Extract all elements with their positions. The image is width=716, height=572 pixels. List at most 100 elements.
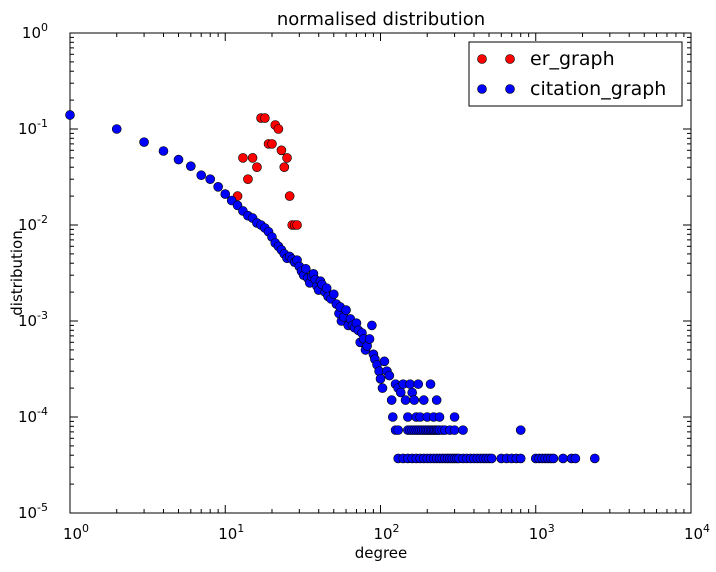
series-er_graph: [232, 113, 302, 230]
data-point-citation_graph: [409, 395, 420, 405]
data-point-citation_graph: [387, 412, 398, 422]
data-point-citation_graph: [386, 395, 397, 405]
data-point-citation_graph: [589, 453, 600, 464]
data-point-er_graph: [243, 174, 253, 184]
data-point-citation_graph: [405, 379, 415, 389]
data-point-citation_graph: [548, 453, 559, 464]
data-point-citation_graph: [321, 283, 332, 293]
data-point-citation_graph: [458, 425, 468, 435]
plot-area: [69, 32, 692, 514]
data-point-er_graph: [282, 153, 292, 163]
data-point-er_graph: [238, 153, 248, 163]
x-tick-label-base: 10: [529, 525, 548, 543]
data-point-er_graph: [260, 113, 270, 123]
y-tick-label-exponent: -2: [37, 213, 48, 226]
y-tick-label: 10-1: [18, 117, 48, 138]
x-axis-label: degree: [355, 544, 408, 562]
data-point-citation_graph: [413, 379, 424, 389]
y-tick-label-base: 10: [22, 24, 41, 42]
data-point-citation_graph: [570, 453, 581, 464]
series-citation_graph: [65, 110, 600, 464]
y-tick-label: 10-2: [18, 213, 48, 234]
data-point-er_graph: [279, 162, 290, 172]
x-tick-label: 100: [63, 522, 89, 543]
data-point-er_graph: [276, 145, 287, 156]
data-point-citation_graph: [486, 453, 497, 464]
data-point-citation_graph: [186, 161, 196, 171]
x-tick-label-base: 10: [373, 525, 392, 543]
data-point-citation_graph: [393, 425, 403, 435]
data-point-citation_graph: [213, 182, 223, 192]
data-point-citation_graph: [300, 263, 311, 274]
data-point-citation_graph: [139, 137, 149, 147]
data-point-er_graph: [292, 220, 302, 230]
data-point-er_graph: [284, 191, 295, 201]
data-point-citation_graph: [449, 412, 460, 422]
y-tick-label-exponent: -1: [37, 117, 48, 130]
data-point-citation_graph: [400, 395, 411, 405]
y-tick-label: 100: [22, 21, 48, 42]
data-point-er_graph: [252, 162, 262, 172]
legend-marker-citation-graph: [505, 84, 515, 94]
x-tick-label-base: 10: [684, 525, 703, 543]
y-tick-label: 10-5: [18, 501, 48, 522]
legend-marker-er-graph: [477, 54, 487, 64]
x-tick-label: 103: [529, 522, 555, 543]
y-tick-label-base: 10: [18, 312, 37, 330]
legend-label-citation-graph: citation_graph: [530, 78, 666, 100]
x-tick-label: 104: [684, 522, 710, 543]
x-tick-label-exponent: 3: [548, 522, 555, 535]
data-point-citation_graph: [449, 425, 460, 435]
data-point-citation_graph: [158, 146, 169, 156]
data-point-citation_graph: [379, 356, 390, 367]
x-tick-label-base: 10: [63, 525, 82, 543]
x-tick-label: 102: [373, 522, 399, 543]
data-point-citation_graph: [558, 453, 568, 464]
y-tick-label-exponent: -5: [37, 501, 48, 514]
x-tick-label-exponent: 1: [237, 522, 244, 535]
data-point-citation_graph: [111, 124, 122, 134]
y-tick-label-base: 10: [18, 408, 37, 426]
legend: er_graph citation_graph: [468, 41, 683, 107]
data-point-citation_graph: [341, 305, 351, 315]
data-point-citation_graph: [375, 373, 386, 384]
y-tick-label-exponent: -3: [37, 309, 48, 322]
x-tick-label-exponent: 4: [703, 522, 710, 535]
data-point-citation_graph: [196, 170, 206, 181]
data-point-citation_graph: [434, 412, 445, 422]
y-tick-label-exponent: 0: [41, 21, 48, 34]
legend-box: [468, 41, 683, 107]
x-tick-label-exponent: 0: [82, 522, 89, 535]
y-tick-label-base: 10: [18, 504, 37, 522]
data-point-er_graph: [273, 124, 284, 134]
data-point-citation_graph: [173, 154, 184, 165]
y-axis-label: distribution: [8, 230, 26, 315]
data-point-citation_graph: [367, 320, 377, 331]
legend-marker-citation-graph: [477, 84, 487, 94]
data-point-citation_graph: [515, 425, 526, 435]
y-tick-label-base: 10: [18, 120, 37, 138]
data-point-citation_graph: [515, 453, 526, 464]
data-point-citation_graph: [384, 370, 395, 381]
data-point-er_graph: [267, 139, 277, 149]
y-tick-label: 10-4: [18, 405, 48, 426]
x-tick-label-exponent: 2: [393, 522, 400, 535]
y-tick-label-base: 10: [18, 216, 37, 234]
data-point-citation_graph: [220, 189, 231, 199]
chart-title: normalised distribution: [277, 9, 485, 30]
y-tick-label: 10-3: [18, 309, 48, 330]
data-point-citation_graph: [431, 395, 442, 405]
data-point-citation_graph: [205, 174, 215, 184]
data-points: [65, 110, 600, 464]
data-point-er_graph: [247, 153, 258, 163]
x-tick-label: 101: [218, 522, 244, 543]
axis-ticks: [69, 32, 692, 514]
x-tick-label-base: 10: [218, 525, 237, 543]
data-point-citation_graph: [65, 110, 75, 120]
data-point-citation_graph: [328, 289, 339, 300]
data-point-citation_graph: [403, 412, 413, 422]
data-point-citation_graph: [418, 395, 429, 405]
data-point-citation_graph: [364, 334, 375, 344]
data-point-citation_graph: [425, 379, 436, 389]
